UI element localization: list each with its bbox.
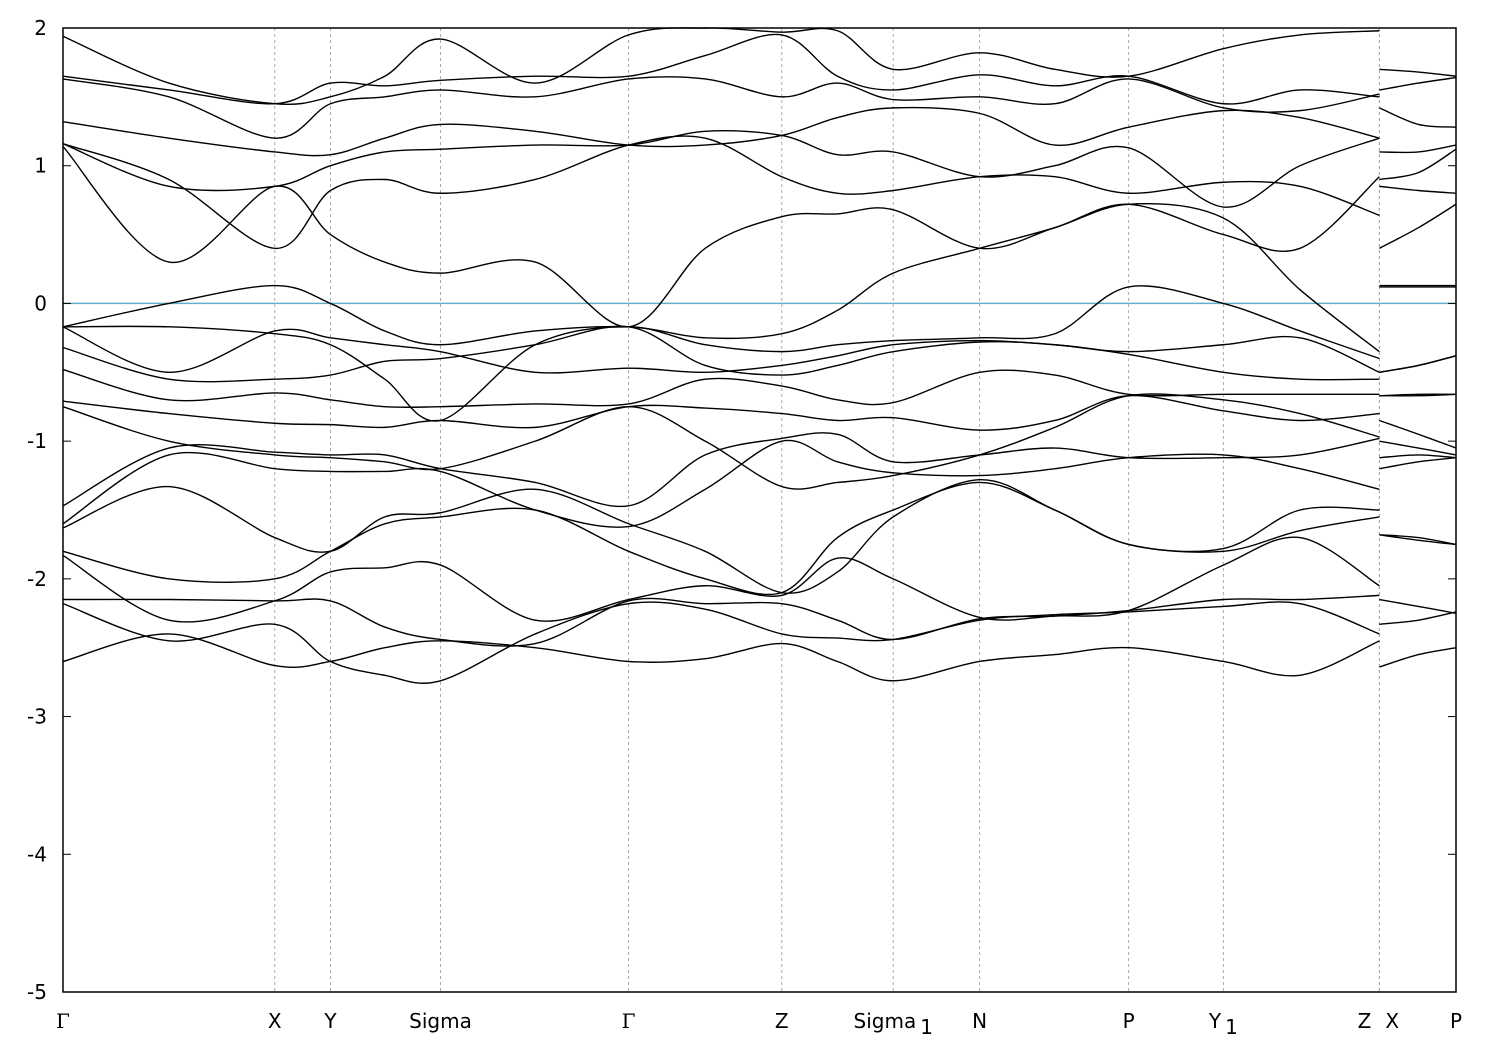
band <box>62 145 1457 328</box>
x-tick-label-text: Z <box>775 1009 789 1033</box>
y-tick-label: -2 <box>27 567 47 591</box>
band <box>62 368 1457 409</box>
x-tick-label-text: X <box>1385 1009 1399 1033</box>
band <box>62 203 1456 353</box>
band <box>62 135 1457 250</box>
x-tick-label-text: Sigma <box>854 1009 917 1033</box>
x-tick-label: Sigma <box>409 1009 472 1033</box>
band <box>62 393 1457 490</box>
x-tick-label-text: Z <box>1358 1009 1372 1033</box>
y-tick-label: 1 <box>34 154 47 178</box>
x-tick-label-text: P <box>1450 1009 1462 1033</box>
band <box>62 130 1457 208</box>
band <box>62 594 1457 647</box>
band <box>62 633 1457 682</box>
x-tick-label-text: Γ <box>622 1009 636 1033</box>
x-tick-label: Z <box>1358 1009 1372 1033</box>
plot-frame <box>62 27 1457 993</box>
x-tick-label-text: N <box>972 1009 987 1033</box>
x-tick-label-subscript: 1 <box>1225 1015 1238 1039</box>
x-tick-label: X <box>1385 1009 1399 1033</box>
band <box>62 534 1457 623</box>
y-tick-label: 0 <box>34 291 47 315</box>
band <box>62 33 1457 105</box>
x-tick-label: N <box>972 1009 987 1033</box>
x-tick-label-text: Y <box>1208 1009 1222 1033</box>
x-tick-label-text: Γ <box>56 1009 70 1033</box>
band <box>62 76 1457 139</box>
x-tick-label: Sigma 1 <box>854 1009 933 1039</box>
grid-layer <box>62 28 1457 992</box>
band <box>62 601 1457 684</box>
x-tick-label: P <box>1450 1009 1462 1033</box>
x-tick-label: P <box>1123 1009 1135 1033</box>
band <box>62 285 1456 422</box>
band <box>62 393 1457 431</box>
band <box>62 326 1457 374</box>
x-tick-label: Γ <box>622 1009 636 1033</box>
y-tick-label: 2 <box>34 16 47 40</box>
x-tick-label-text: P <box>1123 1009 1135 1033</box>
band <box>62 456 1457 594</box>
x-tick-label-subscript: 1 <box>920 1015 933 1039</box>
x-tick-label-text: Sigma <box>409 1009 472 1033</box>
x-tick-label: Y <box>323 1009 337 1033</box>
band <box>62 106 1457 157</box>
y-tick-label: -3 <box>27 705 47 729</box>
band <box>62 439 1457 528</box>
band <box>62 432 1457 508</box>
y-tick-label: -4 <box>27 842 47 866</box>
x-tick-label: Z <box>775 1009 789 1033</box>
y-tick-label: -5 <box>27 980 47 1004</box>
y-tick-label: -1 <box>27 429 47 453</box>
x-tick-label-text: Y <box>323 1009 337 1033</box>
bands-layer <box>62 27 1457 684</box>
x-tick-label-text: X <box>268 1009 282 1033</box>
x-tick-label: Γ <box>56 1009 70 1033</box>
x-tick-label: X <box>268 1009 282 1033</box>
band <box>62 325 1457 383</box>
